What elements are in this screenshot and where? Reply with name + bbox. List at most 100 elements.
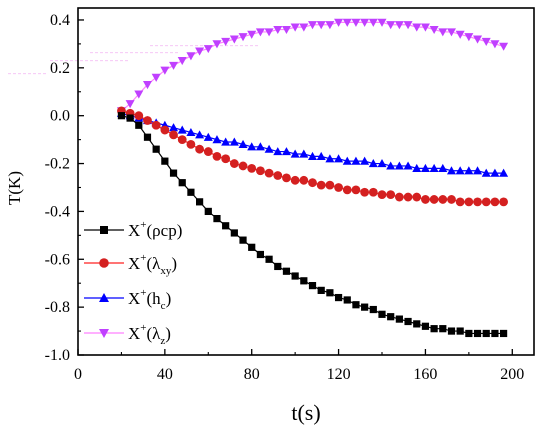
data-point	[326, 289, 334, 297]
data-point	[256, 250, 264, 259]
data-point	[334, 183, 343, 192]
y-tick-label: -0.4	[45, 203, 70, 220]
data-point	[447, 195, 456, 204]
data-point	[316, 180, 326, 190]
noise-speck	[100, 52, 103, 54]
data-point	[481, 168, 491, 177]
data-point	[160, 125, 170, 135]
data-point	[360, 156, 370, 165]
data-point	[212, 40, 222, 49]
noise-speck	[38, 73, 41, 75]
data-point	[152, 145, 160, 153]
noise-speck	[28, 73, 31, 75]
noise-speck	[145, 52, 148, 54]
legend: X+(ρcp) X+(λxy) X+(hc) X+(λz)	[84, 219, 182, 347]
noise-speck	[90, 52, 93, 54]
data-point	[264, 28, 274, 37]
data-point	[126, 114, 134, 122]
data-point	[290, 149, 300, 158]
data-point	[473, 35, 483, 44]
data-point	[316, 21, 326, 30]
data-point	[361, 303, 369, 311]
data-point	[142, 80, 152, 90]
data-point	[160, 66, 170, 75]
data-point	[273, 147, 283, 156]
data-point	[420, 23, 430, 32]
data-point	[490, 197, 500, 207]
data-point	[308, 282, 317, 290]
data-point	[299, 149, 309, 158]
data-point	[412, 163, 422, 172]
data-point	[264, 168, 274, 178]
noise-speck	[50, 60, 53, 62]
legend-marker	[99, 329, 109, 338]
data-point	[143, 116, 152, 125]
data-point	[169, 123, 179, 132]
noise-speck	[135, 52, 138, 54]
plot-frame	[77, 7, 535, 356]
noise-speck	[245, 45, 248, 47]
data-point	[125, 100, 135, 109]
data-point	[255, 28, 265, 37]
y-tick-label: 0.2	[50, 60, 70, 77]
noise-speck	[85, 60, 88, 62]
legend-label: X+(λz)	[128, 322, 171, 347]
data-point	[274, 262, 282, 271]
legend-entry: X+(λxy)	[84, 252, 177, 277]
noise-speck	[33, 73, 36, 75]
noise-speck	[110, 60, 113, 62]
data-point	[465, 329, 473, 338]
noise-speck	[65, 60, 68, 62]
noise-speck	[43, 73, 46, 75]
noise-speck	[160, 52, 163, 54]
data-point	[247, 142, 257, 151]
data-point	[386, 190, 396, 200]
y-axis: -1.0 -0.8 -0.6 -0.4 -0.2 0.0 0.2 0.4	[45, 12, 84, 364]
x-tick-label: 200	[500, 366, 524, 383]
data-point	[360, 18, 370, 27]
data-point	[281, 25, 291, 35]
noise-speck	[175, 52, 178, 54]
x-axis-title: t(s)	[291, 400, 320, 425]
data-point	[438, 28, 448, 37]
noise-speck	[13, 73, 16, 75]
data-point	[308, 178, 317, 188]
legend-marker	[100, 226, 108, 234]
noise-speck	[105, 52, 108, 54]
data-point	[282, 267, 291, 275]
data-point	[377, 18, 387, 27]
noise-speck	[155, 45, 158, 47]
data-point	[290, 175, 300, 185]
noise-speck	[220, 45, 223, 47]
noise-speck	[115, 60, 118, 62]
noise-speck	[165, 52, 168, 54]
data-point	[368, 187, 378, 197]
data-point	[403, 161, 413, 170]
data-point	[238, 33, 248, 42]
noise-speck	[95, 60, 98, 62]
series-line	[121, 21, 504, 112]
data-point	[351, 156, 361, 165]
data-point	[273, 171, 283, 180]
noise-speck	[240, 45, 243, 47]
noise-speck	[18, 73, 21, 75]
data-point	[221, 137, 231, 146]
series-1	[117, 106, 508, 207]
data-point	[499, 168, 509, 177]
data-point	[229, 159, 239, 168]
noise-speck	[60, 60, 63, 62]
data-point	[195, 144, 205, 154]
noise-speck	[120, 52, 123, 54]
data-point	[229, 35, 239, 44]
data-point	[230, 229, 238, 237]
data-point	[195, 130, 205, 139]
noise-speck	[155, 52, 158, 54]
data-point	[143, 133, 152, 141]
legend-label: X+(ρcp)	[128, 219, 182, 240]
noise-speck	[70, 60, 73, 62]
data-point	[403, 192, 413, 202]
data-point	[212, 135, 222, 144]
noise-speck	[195, 45, 198, 47]
data-point	[394, 21, 404, 30]
noise-speck	[225, 45, 228, 47]
